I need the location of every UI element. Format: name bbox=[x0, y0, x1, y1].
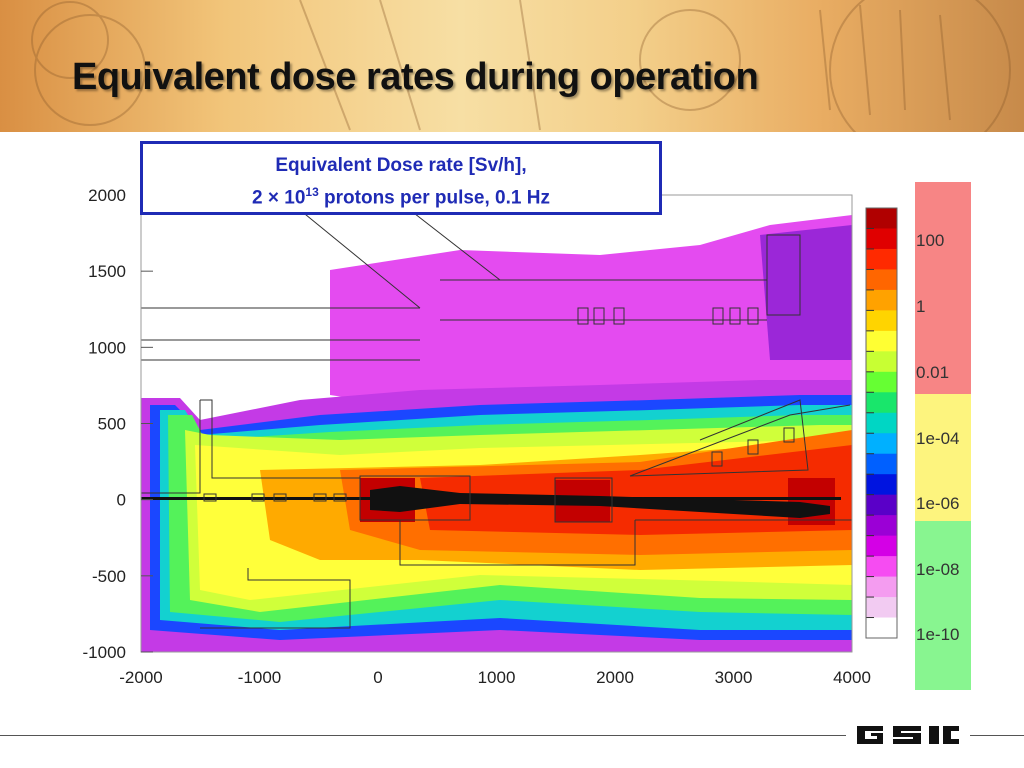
footer-divider bbox=[0, 735, 846, 736]
colorbar-swatch bbox=[866, 351, 897, 373]
colorbar-swatch bbox=[866, 576, 897, 598]
colorbar-label: 1e-04 bbox=[916, 429, 960, 448]
colorbar-swatch bbox=[866, 412, 897, 434]
callout-exponent: 13 bbox=[305, 185, 319, 199]
y-tick-label: -500 bbox=[92, 567, 126, 586]
colorbar-swatch bbox=[866, 494, 897, 516]
x-tick-label: -2000 bbox=[119, 668, 162, 687]
colorbar-swatch bbox=[866, 474, 897, 496]
colorbar-swatch bbox=[866, 248, 897, 270]
hotspot-end bbox=[788, 478, 835, 525]
callout-prefix: 2 × 10 bbox=[252, 187, 306, 209]
chart-callout: Equivalent Dose rate [Sv/h], 2 × 1013 pr… bbox=[140, 141, 662, 215]
y-tick-label: 1000 bbox=[88, 338, 126, 357]
colorbar-swatch bbox=[866, 228, 897, 250]
x-tick-label: 1000 bbox=[478, 668, 516, 687]
axis-ticks: -2000 -1000 0 1000 2000 3000 4000 2000 1500 1000 5… bbox=[83, 186, 871, 687]
callout-line-2: 2 × 1013 protons per pulse, 0.1 Hz bbox=[143, 179, 659, 211]
zone-yellow bbox=[915, 394, 971, 521]
colorbar-label: 1e-06 bbox=[916, 494, 960, 513]
slide-title: Equivalent dose rates during operation bbox=[72, 56, 759, 98]
x-tick-label: 4000 bbox=[833, 668, 871, 687]
heatmap-field bbox=[141, 209, 852, 652]
beam-core-black bbox=[370, 486, 830, 518]
zone-green bbox=[915, 521, 971, 690]
y-tick-label: 2000 bbox=[88, 186, 126, 205]
colorbar-swatch bbox=[866, 330, 897, 352]
colorbar-swatch bbox=[866, 269, 897, 291]
y-tick-label: 0 bbox=[117, 491, 126, 510]
colorbar-swatch bbox=[866, 535, 897, 557]
zone-red bbox=[915, 182, 971, 394]
colorbar-label: 1 bbox=[916, 297, 926, 316]
colorbar-swatch bbox=[866, 208, 897, 229]
gsi-logo bbox=[857, 726, 959, 744]
colorbar-swatch bbox=[866, 453, 897, 475]
y-tick-label: 1500 bbox=[88, 262, 126, 281]
colorbar-swatch bbox=[866, 392, 897, 414]
colorbar-swatch bbox=[866, 371, 897, 393]
colorbar-label: 0.01 bbox=[916, 363, 950, 382]
colorbar-swatch bbox=[866, 515, 897, 537]
halo-upper-purple bbox=[760, 225, 852, 360]
x-tick-label: 2000 bbox=[596, 668, 634, 687]
colorbar-swatch bbox=[866, 556, 897, 578]
colorbar-swatch bbox=[866, 597, 897, 619]
colorbar-label: 1e-10 bbox=[916, 625, 960, 644]
footer-divider-right bbox=[970, 735, 1024, 736]
x-tick-label: 3000 bbox=[715, 668, 753, 687]
colorbar-band-zones bbox=[915, 182, 971, 690]
colorbar bbox=[865, 207, 898, 639]
colorbar-swatch bbox=[866, 310, 897, 332]
header-banner bbox=[0, 0, 1024, 132]
magnet-elements bbox=[203, 307, 795, 502]
colorbar-swatch bbox=[866, 617, 897, 639]
colorbar-swatch bbox=[866, 433, 897, 455]
colorbar-frame bbox=[865, 207, 898, 639]
halo-upper-magenta bbox=[330, 215, 852, 410]
colorbar-label: 1e-08 bbox=[916, 560, 960, 579]
colorbar-label: 100 bbox=[916, 231, 945, 250]
banner-decoration bbox=[31, 0, 1011, 132]
x-tick-label: 0 bbox=[373, 668, 382, 687]
y-tick-label: -1000 bbox=[83, 643, 126, 662]
callout-suffix: protons per pulse, 0.1 Hz bbox=[318, 187, 550, 209]
colorbar-swatch bbox=[866, 289, 897, 311]
y-tick-label: 500 bbox=[98, 415, 126, 434]
callout-line-1: Equivalent Dose rate [Sv/h], bbox=[275, 155, 527, 176]
x-tick-label: -1000 bbox=[238, 668, 281, 687]
